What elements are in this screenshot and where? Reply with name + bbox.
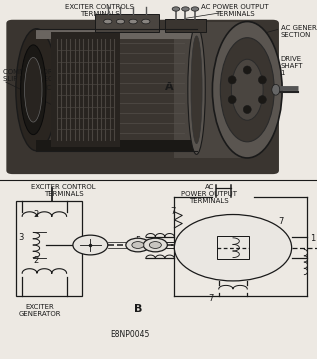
Polygon shape (174, 22, 247, 158)
Ellipse shape (258, 76, 266, 84)
Polygon shape (36, 29, 197, 151)
Text: 2: 2 (34, 210, 39, 219)
FancyBboxPatch shape (6, 20, 279, 174)
Ellipse shape (228, 95, 236, 104)
Text: 7: 7 (170, 207, 175, 216)
Text: COMMUTATOR &
SLIP RING SECTION: COMMUTATOR & SLIP RING SECTION (3, 69, 70, 82)
Text: A: A (165, 82, 174, 92)
Text: 2: 2 (34, 256, 39, 265)
Text: DRIVE
SHAFT
1: DRIVE SHAFT 1 (281, 56, 303, 76)
Circle shape (191, 7, 199, 11)
Ellipse shape (243, 66, 251, 74)
Ellipse shape (191, 36, 202, 144)
Text: EXCITER CONTROL
TERMINALS: EXCITER CONTROL TERMINALS (31, 184, 96, 197)
Text: AC
GENERATOR: AC GENERATOR (224, 259, 267, 272)
Text: 6: 6 (224, 234, 229, 243)
Text: EXCITER
GENERATOR: EXCITER GENERATOR (18, 304, 61, 317)
Ellipse shape (188, 25, 205, 154)
Ellipse shape (228, 76, 236, 84)
Circle shape (129, 19, 137, 24)
Text: 3: 3 (18, 233, 23, 242)
Text: B: B (134, 304, 142, 314)
Text: 5: 5 (135, 236, 140, 245)
Circle shape (132, 242, 144, 248)
Ellipse shape (231, 59, 263, 120)
Polygon shape (51, 32, 120, 147)
Circle shape (182, 7, 189, 11)
Text: EXCITER CONTROLS
TERMINALS: EXCITER CONTROLS TERMINALS (65, 5, 134, 18)
Ellipse shape (212, 22, 282, 158)
Circle shape (149, 242, 161, 248)
Circle shape (174, 214, 292, 281)
Circle shape (126, 238, 150, 252)
Text: AC GENERATOR
SECTION: AC GENERATOR SECTION (281, 25, 317, 38)
Ellipse shape (220, 38, 274, 142)
Polygon shape (36, 29, 197, 39)
Circle shape (172, 7, 180, 11)
Ellipse shape (24, 57, 42, 122)
Polygon shape (165, 19, 206, 32)
Circle shape (116, 19, 125, 24)
Circle shape (73, 235, 108, 255)
Text: 1: 1 (310, 234, 315, 243)
Ellipse shape (22, 48, 42, 124)
Text: AC
POWER OUTPUT
TERMINALS: AC POWER OUTPUT TERMINALS (181, 184, 237, 204)
Ellipse shape (243, 106, 251, 113)
Text: EXCITER
DC GENERATOR
SECTION: EXCITER DC GENERATOR SECTION (41, 78, 95, 98)
Ellipse shape (21, 45, 46, 135)
Circle shape (142, 19, 150, 24)
Ellipse shape (258, 95, 266, 104)
Circle shape (143, 238, 167, 252)
Text: AC POWER OUTPUT
TERMINALS: AC POWER OUTPUT TERMINALS (201, 5, 268, 18)
Ellipse shape (272, 84, 280, 95)
Polygon shape (36, 140, 197, 151)
Text: 7: 7 (208, 294, 213, 303)
Polygon shape (95, 14, 158, 32)
Circle shape (104, 19, 112, 24)
Text: E8NP0045: E8NP0045 (110, 330, 150, 339)
Text: 7: 7 (278, 217, 283, 226)
Ellipse shape (16, 29, 57, 151)
